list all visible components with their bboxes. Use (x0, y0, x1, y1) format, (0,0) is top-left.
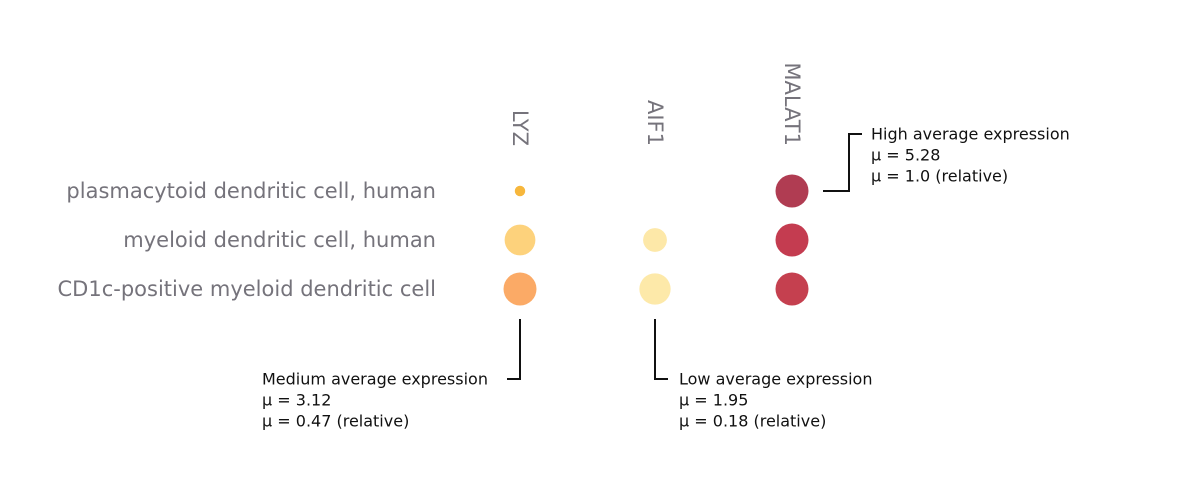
annotation-value: μ = 0.47 (relative) (262, 412, 409, 431)
annotation-heading: Medium average expression (262, 370, 488, 389)
cell-type-labels: plasmacytoid dendritic cell, human myeloi… (58, 179, 436, 301)
cell-type-label: plasmacytoid dendritic cell, human (66, 179, 436, 203)
dot-malat1-myeloid-dendritic-cell-human[interactable] (775, 223, 809, 257)
annotation-value: μ = 1.0 (relative) (871, 167, 1008, 186)
dot-lyz-cd1c-positive-myeloid-dendritic-cell[interactable] (503, 272, 537, 306)
annotation-leaders (507, 133, 862, 380)
gene-label-malat1: MALAT1 (780, 62, 804, 146)
dot-aif1-myeloid-dendritic-cell-human[interactable] (643, 228, 667, 252)
gene-label-lyz: LYZ (508, 110, 532, 146)
dot-lyz-myeloid-dendritic-cell-human[interactable] (504, 224, 536, 256)
dot-malat1-cd1c-positive-myeloid-dendritic-cell[interactable] (775, 272, 809, 306)
annotations: High average expression μ = 5.28 μ = 1.0 (… (262, 125, 1070, 431)
annotation-heading: High average expression (871, 125, 1070, 144)
gene-labels: LYZ AIF1 MALAT1 (508, 62, 804, 146)
dot-malat1-plasmacytoid-dendritic-cell-human[interactable] (775, 174, 809, 208)
annotation-leader-malat1 (823, 133, 862, 192)
annotation-value: μ = 0.18 (relative) (679, 412, 826, 431)
expression-dots (503, 174, 809, 306)
dot-lyz-plasmacytoid-dendritic-cell-human[interactable] (514, 185, 526, 197)
annotation-value: μ = 5.28 (871, 146, 940, 165)
gene-label-aif1: AIF1 (643, 100, 667, 146)
dot-aif1-cd1c-positive-myeloid-dendritic-cell[interactable] (639, 273, 671, 305)
annotation-value: μ = 3.12 (262, 391, 331, 410)
annotation-heading: Low average expression (679, 370, 872, 389)
annotation-leader-lyz (507, 319, 521, 380)
annotation-value: μ = 1.95 (679, 391, 748, 410)
annotation-leader-aif1 (654, 319, 668, 380)
cell-type-label: CD1c-positive myeloid dendritic cell (58, 277, 436, 301)
cell-type-label: myeloid dendritic cell, human (123, 228, 436, 252)
